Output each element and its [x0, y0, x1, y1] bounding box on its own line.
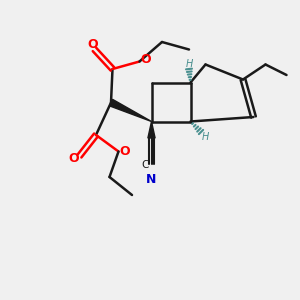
- Polygon shape: [110, 99, 152, 122]
- Text: H: H: [202, 131, 209, 142]
- Polygon shape: [148, 122, 155, 138]
- Text: O: O: [141, 52, 152, 66]
- Text: O: O: [120, 145, 130, 158]
- Text: N: N: [146, 173, 157, 186]
- Text: C: C: [141, 160, 148, 170]
- Text: O: O: [88, 38, 98, 51]
- Text: H: H: [185, 59, 193, 69]
- Text: O: O: [68, 152, 79, 166]
